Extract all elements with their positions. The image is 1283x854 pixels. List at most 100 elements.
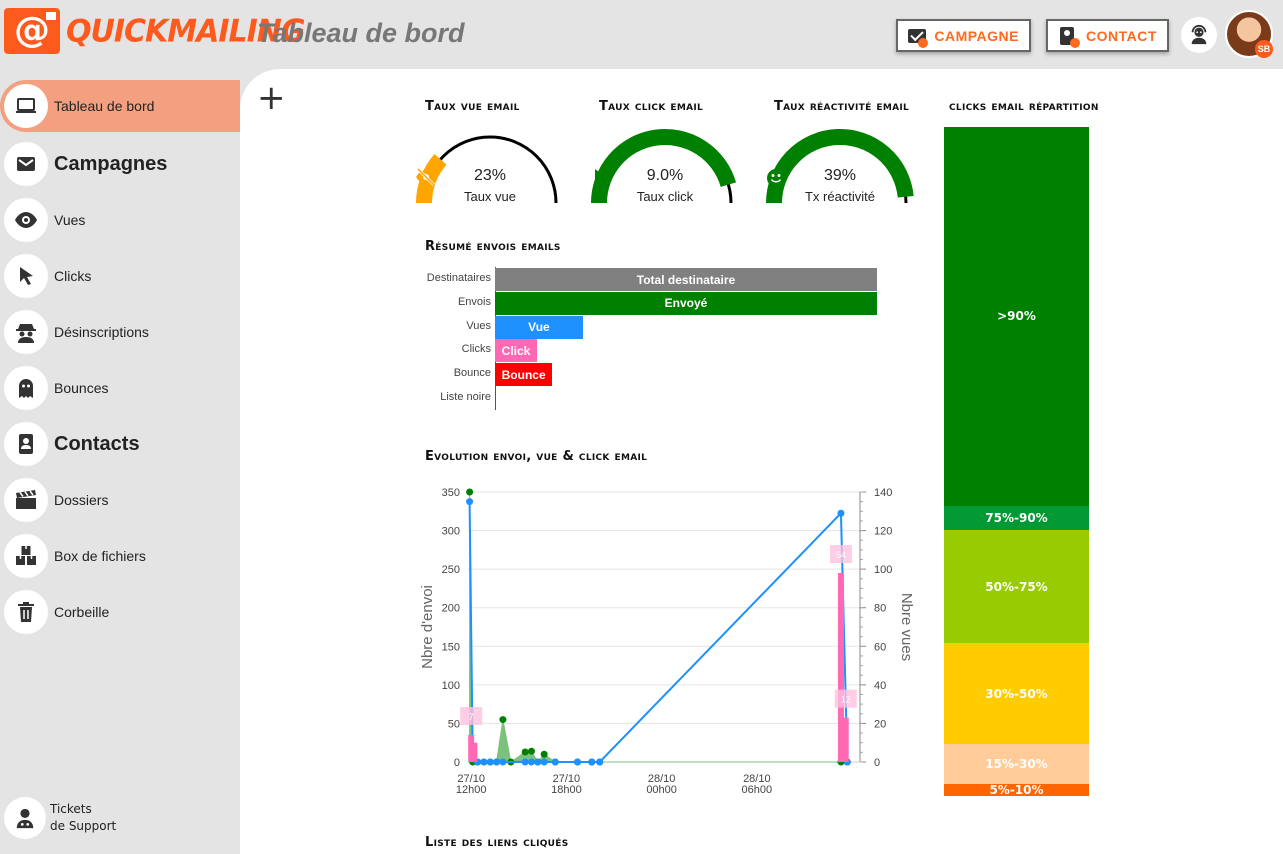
support-agent-button[interactable] — [1181, 17, 1217, 53]
evolution-chart: 0 50 100 150 200 250 300 350 0 20 40 60 80 100 120 140 2… — [410, 479, 930, 814]
resume-bar: Envoyé — [495, 291, 877, 315]
envelope-icon — [4, 142, 48, 186]
x-tick-label: 12h00 — [456, 784, 487, 796]
y2-tick-label: 80 — [874, 603, 886, 615]
resume-row-label: Destinataires — [426, 272, 491, 284]
x-tick-label: 28/10 — [648, 773, 676, 785]
vues-point — [551, 758, 559, 766]
sidebar-item-dossiers[interactable]: Dossiers — [0, 472, 240, 528]
sidebar-item-label: Bounces — [54, 380, 109, 396]
x-tick-label: 18h00 — [551, 784, 582, 796]
x-tick-label: 28/10 — [743, 773, 771, 785]
sidebar-item-label: Contacts — [54, 432, 140, 455]
sidebar-item-campagnes[interactable]: Campagnes — [0, 136, 240, 192]
gauge-1: 9.0% Taux click — [590, 125, 740, 207]
sidebar-item-vues[interactable]: Vues — [0, 192, 240, 248]
new-campaign-button[interactable]: CAMPAGNE — [896, 19, 1031, 52]
gauge-value: 39% — [765, 167, 915, 187]
sidebar-item-label: Tableau de bord — [54, 98, 155, 114]
spy-icon — [4, 310, 48, 354]
vues-point — [486, 758, 494, 766]
click-bar — [842, 717, 849, 762]
click-bar — [837, 573, 844, 762]
eye-slash-icon — [416, 167, 436, 187]
vues-point — [574, 758, 582, 766]
sidebar: Tableau de bord Campagnes Vues Clicks Désins… — [0, 80, 240, 640]
resume-row-label: Bounce — [453, 367, 491, 380]
evolution-chart-svg: 0 50 100 150 200 250 300 350 0 20 40 60 80 100 120 140 2… — [419, 487, 915, 796]
sidebar-item-box-de-fichiers[interactable]: Box de fichiers — [0, 528, 240, 584]
y2-axis-title: Nbre vues — [898, 593, 915, 661]
repartition-title: clicks email répartition — [949, 99, 1099, 114]
vues-point — [493, 758, 501, 766]
new-contact-button[interactable]: CONTACT — [1046, 19, 1169, 52]
cursor-icon — [4, 254, 48, 298]
repartition-segment: 75%-90% — [944, 505, 1089, 530]
repartition-segment: >90% — [944, 127, 1089, 506]
x-tick-label: 27/10 — [553, 773, 581, 785]
y2-tick-label: 100 — [874, 564, 892, 576]
sidebar-item-corbeille[interactable]: Corbeille — [0, 584, 240, 640]
sidebar-item-label: Box de fichiers — [54, 548, 146, 564]
support-tickets-link[interactable]: Tickets de Support — [4, 797, 116, 839]
y-tick-label: 350 — [442, 487, 460, 499]
sidebar-item-label: Campagnes — [54, 152, 168, 175]
logo-symbol: @ — [14, 10, 50, 51]
vues-point — [540, 758, 548, 766]
click-bar — [471, 742, 478, 762]
gauge-label: Taux click — [636, 189, 694, 204]
user-avatar[interactable]: SB — [1225, 10, 1273, 58]
vues-point — [480, 758, 488, 766]
sidebar-item-clicks[interactable]: Clicks — [0, 248, 240, 304]
liens-title: Liste des liens cliqués — [425, 835, 569, 850]
sidebar-item-tableau-de-bord[interactable]: Tableau de bord — [0, 80, 240, 132]
support-person-icon — [4, 797, 46, 839]
gauge-value: 23% — [415, 167, 565, 187]
sidebar-item-désinscriptions[interactable]: Désinscriptions — [0, 304, 240, 360]
click-bar — [468, 735, 475, 762]
sidebar-item-bounces[interactable]: Bounces — [0, 360, 240, 416]
contact-card-icon — [4, 422, 48, 466]
resume-bar: Click — [495, 339, 538, 363]
repartition-segment: 5%-10% — [944, 783, 1089, 797]
click-label-box — [460, 707, 483, 725]
y-tick-label: 100 — [442, 680, 460, 692]
vues-point — [596, 758, 604, 766]
resume-title: Résumé envois emails — [425, 239, 561, 254]
sidebar-item-label: Désinscriptions — [54, 324, 149, 340]
y2-tick-label: 140 — [874, 487, 892, 499]
y-tick-label: 200 — [442, 603, 460, 615]
repartition-segment: 15%-30% — [944, 744, 1089, 784]
y-tick-label: 150 — [442, 641, 460, 653]
dashboard-main: + Taux vue email Taux click email Taux r… — [240, 69, 1283, 854]
resume-bar: Total destinataire — [495, 268, 877, 291]
y2-tick-label: 0 — [874, 757, 880, 769]
trash-icon — [4, 590, 48, 634]
sidebar-item-label: Clicks — [54, 268, 92, 284]
y-tick-label: 300 — [442, 526, 460, 538]
quickmailing-logo[interactable]: @ QUICKMAILING — [4, 7, 306, 55]
smile-icon — [767, 169, 785, 187]
y2-tick-label: 120 — [874, 526, 892, 538]
x-tick-label: 06h00 — [742, 784, 773, 796]
sidebar-item-contacts[interactable]: Contacts — [0, 416, 240, 472]
y-tick-label: 250 — [442, 564, 460, 576]
boxes-icon — [4, 534, 48, 578]
resume-row-label: Vues — [466, 319, 491, 332]
resume-row-label: Liste noire — [440, 391, 491, 403]
envoi-point — [527, 747, 535, 755]
add-widget-button[interactable]: + — [257, 78, 286, 118]
click-data-label: 7 — [469, 712, 474, 722]
resume-bar: Vue — [495, 315, 583, 339]
headset-icon — [1191, 24, 1207, 45]
gauge-value: 9.0% — [590, 167, 740, 187]
ticket-line-2: de Support — [50, 819, 117, 833]
laptop-icon — [4, 84, 48, 128]
resume-row-label: Clicks — [461, 343, 491, 356]
vues-point — [527, 758, 535, 766]
envoi-point — [499, 716, 507, 724]
y2-tick-label: 20 — [874, 718, 886, 730]
new-campaign-label: CAMPAGNE — [934, 27, 1019, 44]
vues-point — [837, 509, 845, 517]
y2-tick-label: 40 — [874, 680, 886, 692]
